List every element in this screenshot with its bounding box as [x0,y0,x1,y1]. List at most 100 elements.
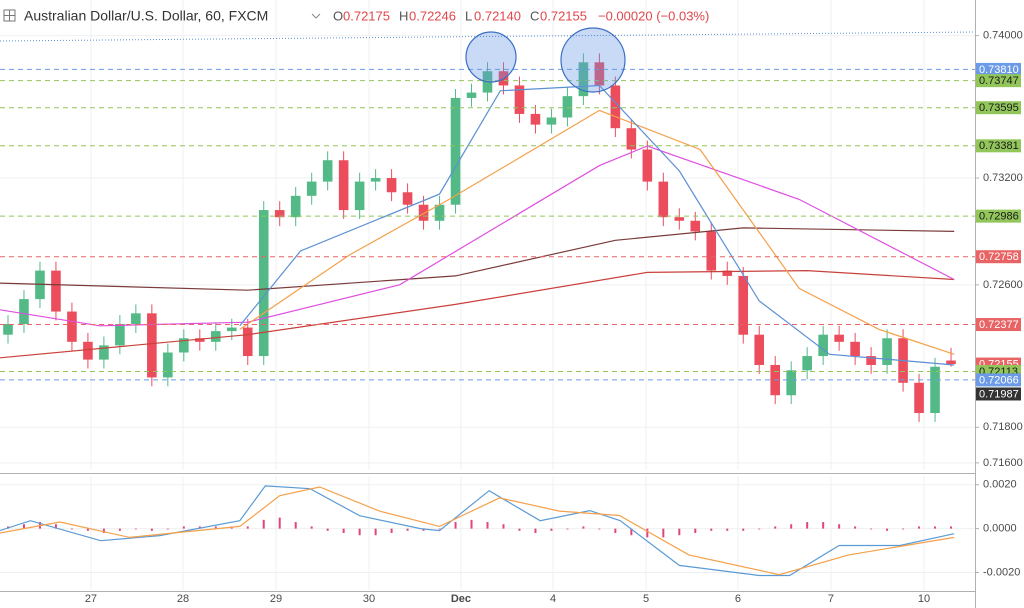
histogram-bar [710,528,713,531]
candle-body [402,192,413,205]
candle-body [226,327,237,332]
y-tick-label: 0.0000 [983,523,1017,535]
histogram-bar [486,522,489,529]
x-tick-label: 30 [363,593,375,605]
histogram-bar [198,526,201,529]
candle-body [115,324,125,346]
level-label: 0.72986 [979,211,1019,223]
dropdown-icon[interactable] [311,13,321,19]
level-label: 0.73747 [979,75,1019,87]
open-label: O [333,8,343,23]
histogram-bar [182,526,185,529]
y-tick-label: 0.73200 [983,172,1023,184]
histogram-bar [406,528,409,531]
candle-body [658,181,669,218]
histogram-bar [454,522,457,529]
candle-body [195,338,205,342]
candle-body [147,313,157,378]
histogram-bar [870,528,873,530]
axes: 27 28 29 30 Dec 4 5 6 7 10 0.74000 0.73200 0.72600 0.… [85,30,1023,605]
histogram-bar [902,528,905,530]
candle-body [338,160,349,211]
candle-body [290,195,301,218]
line-series [0,269,955,359]
candle-body [642,149,653,182]
histogram-bar [374,528,377,536]
x-tick-label: 4 [550,593,556,605]
histogram-bar [694,528,697,533]
candle-body [530,113,541,125]
line-series [0,486,955,576]
candle-body [258,210,269,357]
candle-body [386,178,397,193]
histogram-bar [118,528,121,531]
level-label-bg [976,101,1021,115]
candle-body [131,313,141,325]
y-tick-label: 0.0020 [983,479,1017,491]
histogram-bar [662,528,665,538]
level-label-bg [976,62,1021,76]
x-tick-label: 28 [177,593,189,605]
candle-body [99,345,109,360]
candle-body [306,181,317,196]
histogram-bar [422,528,425,531]
line-series [0,227,955,291]
high-label: H [399,8,408,23]
x-tick-label: 10 [918,593,930,605]
trend-line [0,31,975,42]
histogram-bar [470,519,473,529]
candle-body [914,382,924,414]
histogram-bar [790,524,793,529]
open-value: 0.72175 [343,8,390,23]
candle-body [514,85,525,114]
candle-body [850,341,860,357]
level-label: 0.73381 [979,140,1019,152]
x-tick-label: 6 [735,593,741,605]
histogram-bar [758,528,761,530]
candle-body [594,62,605,86]
histogram-bar [518,528,521,531]
y-tick-label: 0.71800 [983,421,1023,433]
level-label-bg [976,387,1021,401]
candle-body [450,97,461,205]
candle-body [35,270,45,300]
x-tick-label: 27 [85,593,97,605]
histogram-bar [214,526,217,529]
x-tick-label: 5 [643,593,649,605]
y-tick-label: -0.0020 [983,566,1020,578]
histogram-bar [438,528,441,530]
histogram-bar [166,528,169,530]
highlight-circle [560,27,626,93]
candle-body [3,324,13,335]
histogram-bar [726,528,729,531]
candle-body [754,334,765,365]
candle-body [83,341,93,360]
candle-body [67,311,77,342]
line-series [239,109,955,355]
y-tick-label: 0.72600 [983,279,1023,291]
candle-body [946,360,956,365]
histogram-bar [534,528,537,533]
histogram-bar [934,526,937,529]
level-label-bg [976,74,1021,88]
candle-body [466,92,477,98]
low-label: L [465,8,472,23]
main-plot [0,31,975,422]
level-label-bg [976,318,1021,332]
candle-body [163,352,173,378]
candle-body [322,160,333,182]
highlight-circle [465,31,517,83]
histogram-bar [838,524,841,529]
histogram-bar [630,528,633,536]
histogram-bar [854,526,857,529]
candle-body [434,204,445,221]
histogram-bar [582,526,585,529]
histogram-bar [86,528,89,531]
candle-body [626,128,637,150]
level-label-bg [976,209,1021,223]
histogram-bar [294,522,297,529]
candle-body [370,178,381,182]
histogram-bar [54,524,57,529]
